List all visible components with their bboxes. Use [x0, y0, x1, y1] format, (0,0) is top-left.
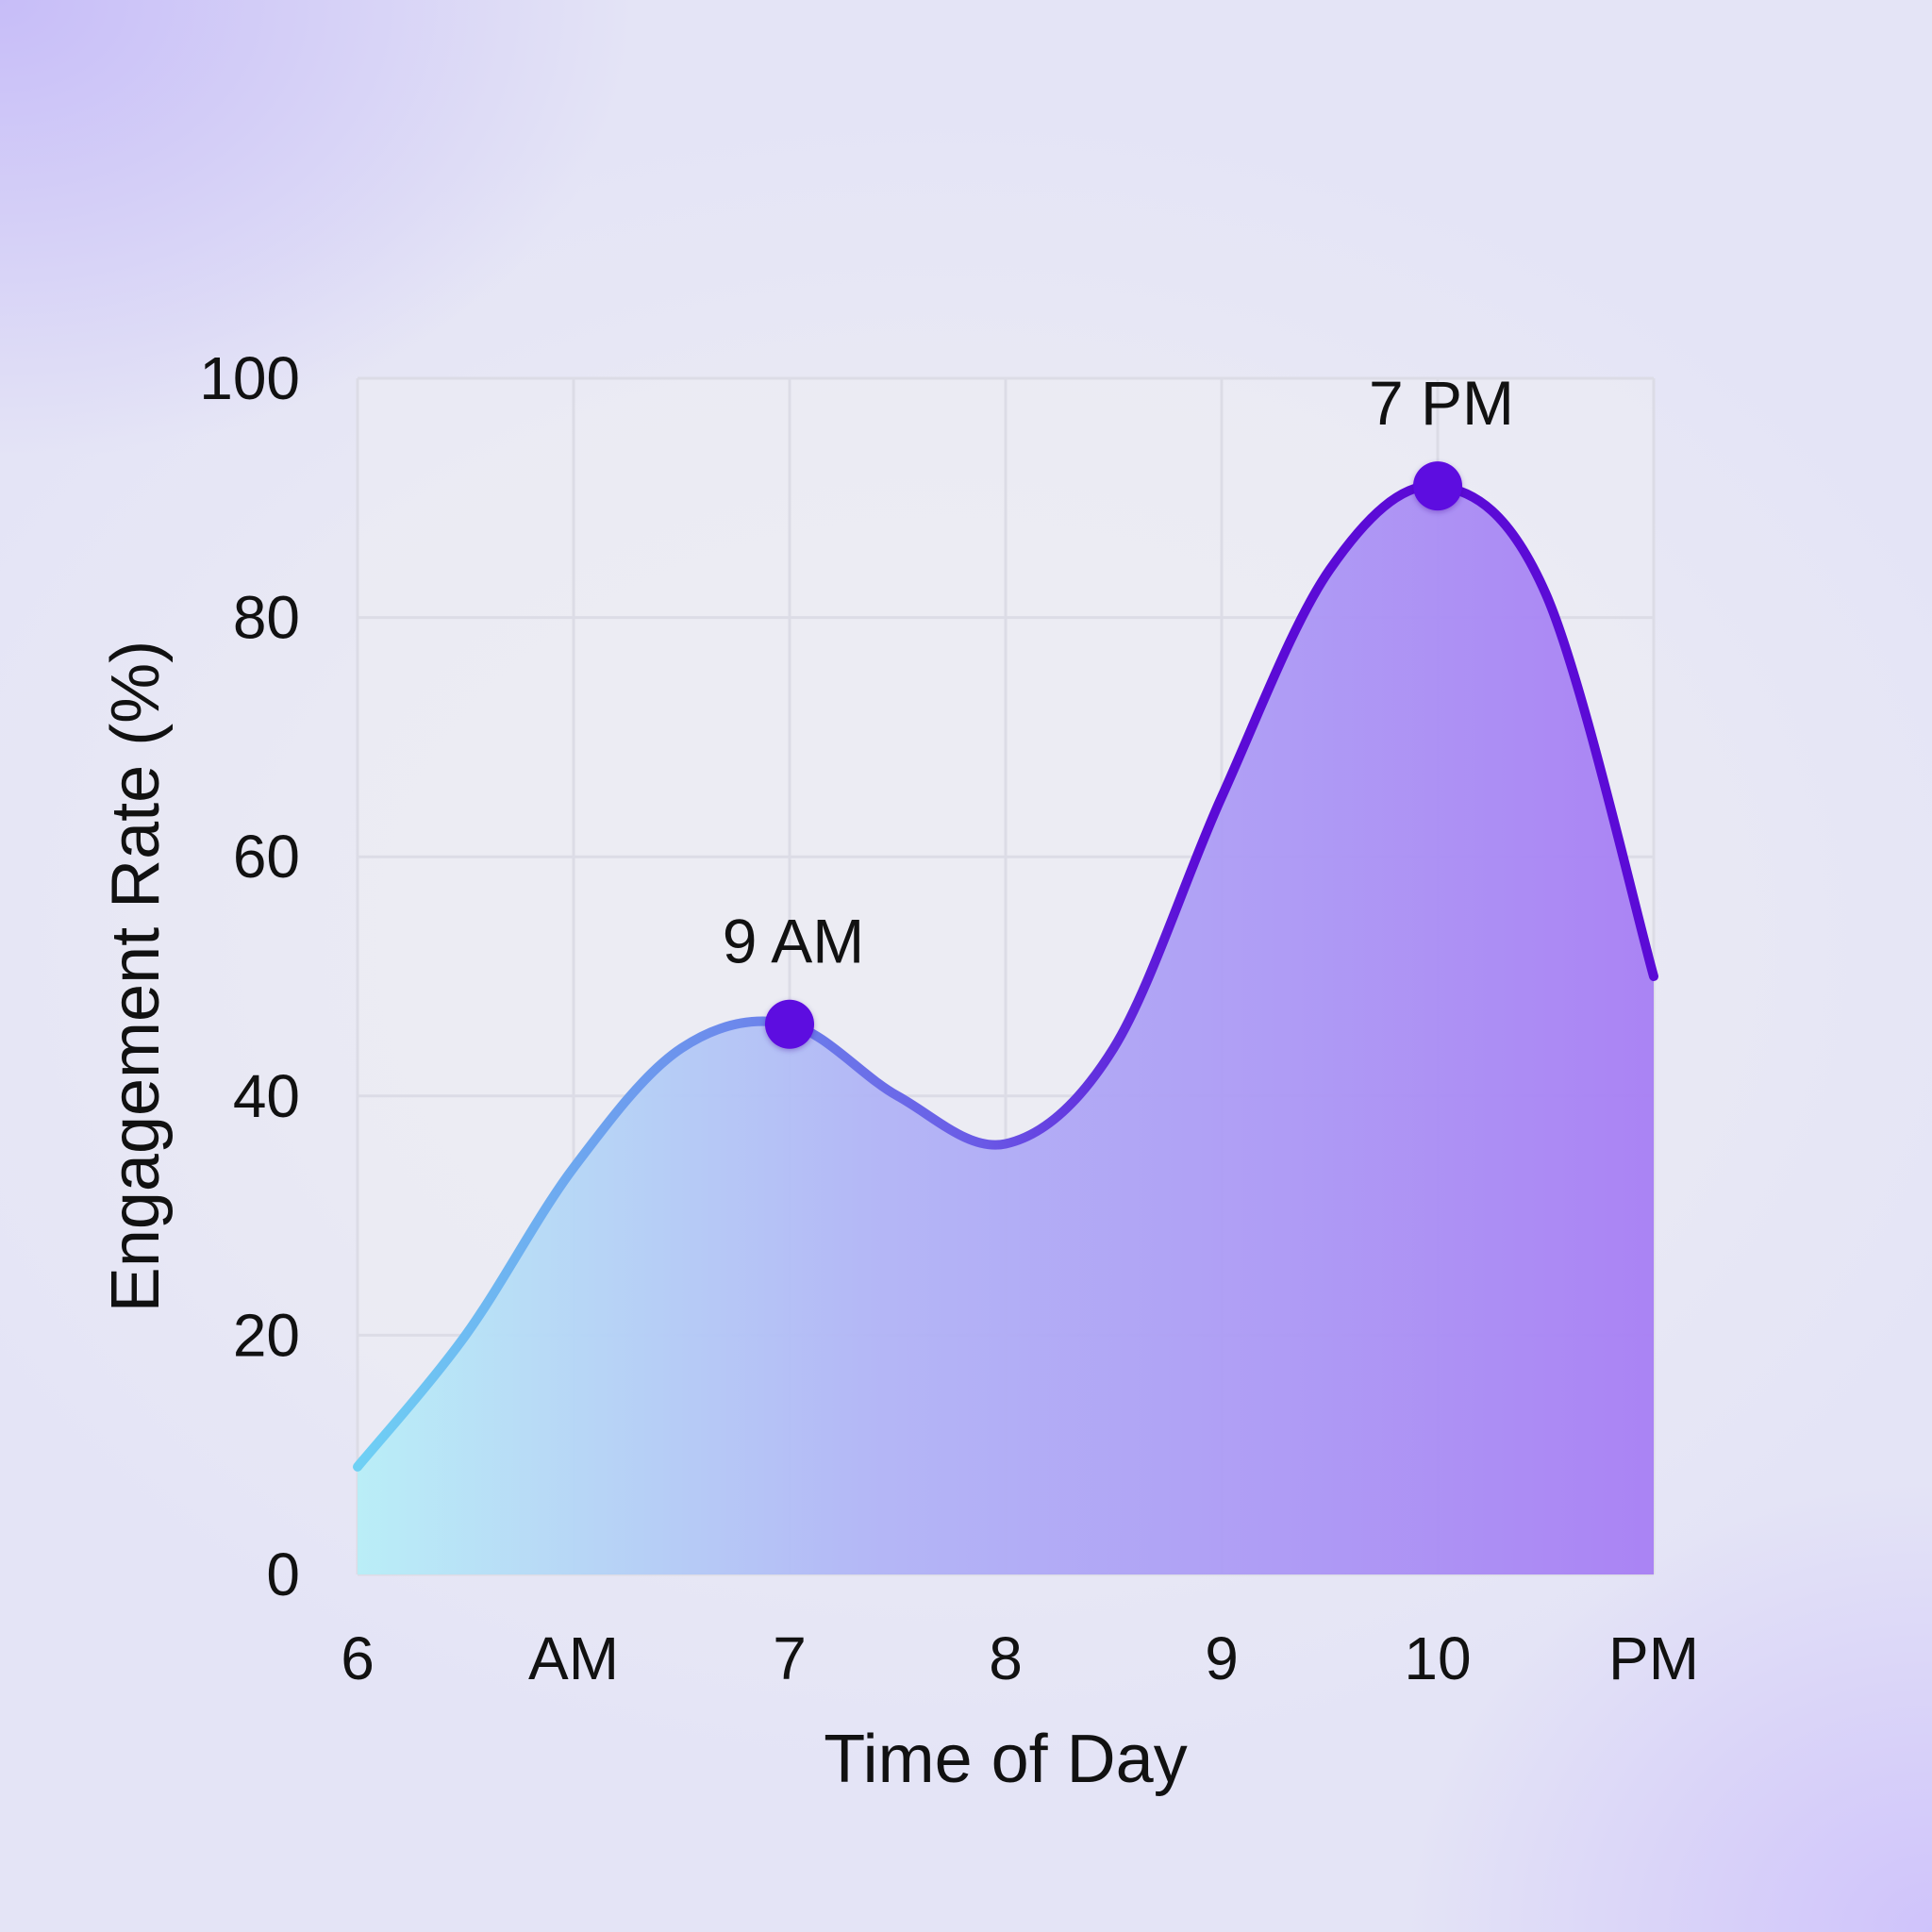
x-tick-label: 10 [1404, 1624, 1471, 1692]
area-fill [358, 485, 1654, 1574]
y-tick-label: 100 [199, 344, 300, 412]
y-tick-label: 0 [266, 1541, 300, 1608]
peak-marker [765, 999, 814, 1049]
peak-label: 9 AM [723, 907, 864, 976]
x-tick-label: AM [528, 1624, 619, 1692]
y-tick-label: 40 [233, 1062, 300, 1130]
area-layer [358, 485, 1654, 1574]
series-line [353, 480, 1658, 1472]
line-layer [353, 480, 1658, 1472]
peak-label: 7 PM [1369, 368, 1514, 438]
y-axis-title: Engagement Rate (%) [98, 641, 174, 1312]
x-tick-label: 6 [341, 1624, 375, 1692]
x-axis-title: Time of Day [824, 1722, 1187, 1797]
x-tick-label: 7 [773, 1624, 807, 1692]
marker-layer: 9 AM 7 PM [723, 368, 1514, 1049]
x-tick-label: 9 [1205, 1624, 1239, 1692]
y-axis-ticks: 0 20 40 60 80 100 [199, 344, 300, 1608]
x-axis-ticks: 6 AM 7 8 9 10 PM [341, 1624, 1699, 1692]
x-tick-label: 8 [989, 1624, 1023, 1692]
peak-marker [1413, 461, 1462, 511]
y-tick-label: 60 [233, 823, 300, 891]
y-tick-label: 20 [233, 1301, 300, 1369]
x-tick-label: PM [1608, 1624, 1699, 1692]
y-tick-label: 80 [233, 584, 300, 652]
